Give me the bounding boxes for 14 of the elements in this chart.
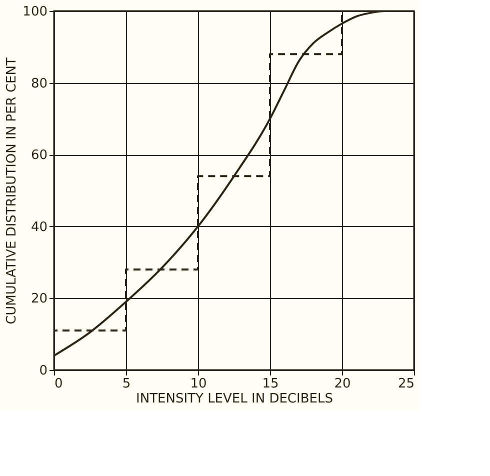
x-tick-label: 0 bbox=[54, 376, 63, 392]
x-tick-label: 20 bbox=[334, 376, 351, 392]
x-axis-title: INTENSITY LEVEL IN DECIBELS bbox=[136, 392, 333, 406]
y-tick-label: 40 bbox=[30, 220, 48, 235]
y-tick-label: 0 bbox=[39, 364, 48, 378]
x-tick-label: 15 bbox=[262, 376, 279, 392]
y-axis-title: CUMULATIVE DISTRIBUTION IN PER CENT bbox=[4, 58, 20, 324]
y-tick-label: 100 bbox=[22, 4, 48, 20]
x-tick-label: 10 bbox=[190, 376, 207, 392]
y-tick-label: 80 bbox=[30, 76, 48, 92]
y-tick-label: 60 bbox=[30, 148, 48, 164]
x-tick-label: 5 bbox=[122, 376, 131, 392]
y-tick-label: 20 bbox=[30, 292, 48, 307]
x-tick-label: 25 bbox=[398, 376, 414, 392]
